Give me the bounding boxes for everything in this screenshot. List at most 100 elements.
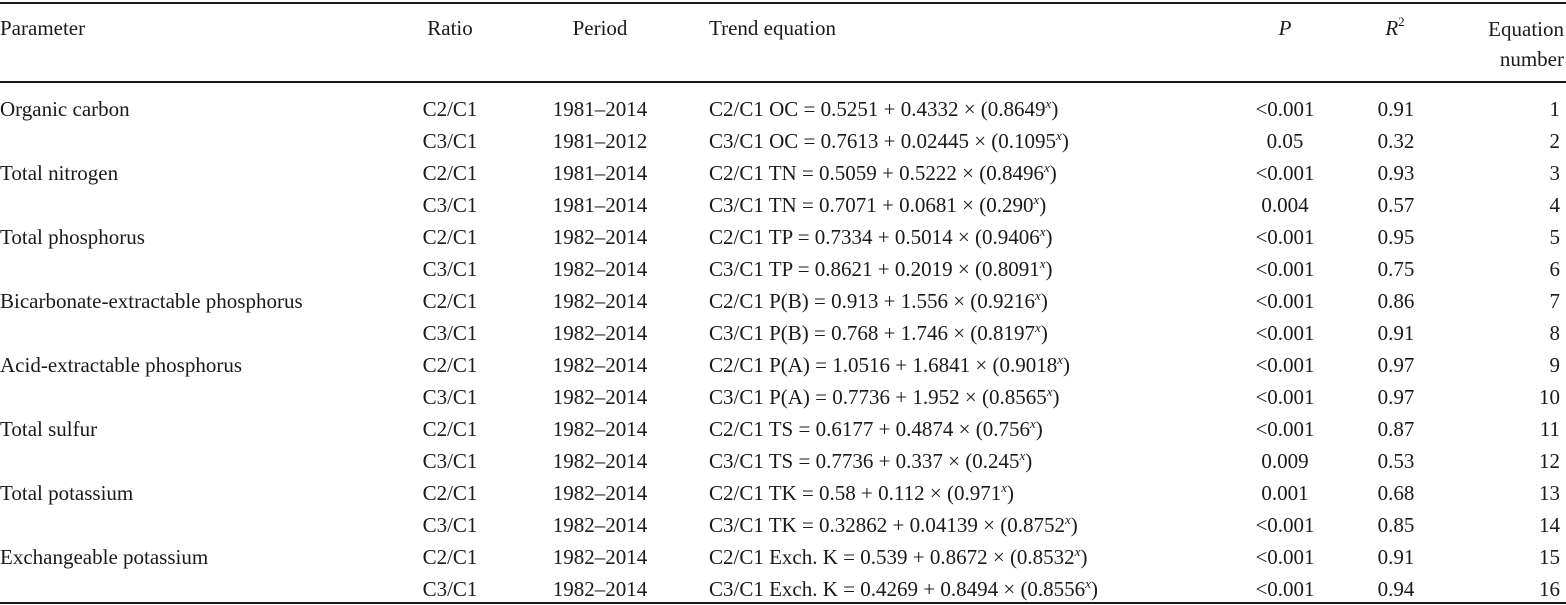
trend-equation-cell: C3/C1 Exch. K = 0.4269 + 0.8494 × (0.855… [709,573,1098,605]
equation-text: C3/C1 P(A) = 0.7736 + 1.952 × (0.8565 [709,385,1047,409]
ratio-cell: C2/C1 [422,481,478,505]
ratio-cell: C2/C1 [422,353,478,377]
table-row: Total phosphorus C2/C1 1982–2014 <0.001 0.95… [0,221,1566,253]
table-row: C3/C1 1982–2014 <0.001 0.94 16 C3/C1 Exch. K … [0,573,1566,605]
period-cell: 1982–2014 [552,385,648,409]
p-value-cell: 0.009 [1261,449,1309,473]
equation-text: C2/C1 P(A) = 1.0516 + 1.6841 × (0.9018 [709,353,1058,377]
equation-text: C2/C1 Exch. K = 0.539 + 0.8672 × (0.8532 [709,545,1075,569]
table-body: Organic carbon C2/C1 1981–2014 <0.001 0.91 1 C… [0,93,1566,605]
equation-close-paren: ) [1007,481,1014,505]
p-value-cell: <0.001 [1255,321,1315,345]
parameter-cell: Total phosphorus [0,225,145,249]
equation-exponent: x [1039,224,1046,239]
table-row: Total sulfur C2/C1 1982–2014 <0.001 0.87 11 C2… [0,413,1566,445]
table-row: Exchangeable potassium C2/C1 1982–2014 <0.0… [0,541,1566,573]
equation-number-cell: 12 [1539,449,1560,473]
table-row: C3/C1 1981–2012 0.05 0.32 2 C3/C1 OC = 0.7613… [0,125,1566,157]
equation-close-paren: ) [1070,513,1078,537]
period-cell: 1982–2014 [552,417,648,441]
table-row: Acid-extractable phosphorus C2/C1 1982–201… [0,349,1566,381]
p-value-cell: <0.001 [1255,353,1315,377]
trend-equation-cell: C2/C1 P(A) = 1.0516 + 1.6841 × (0.9018x) [709,349,1070,381]
equation-close-paren: ) [1061,129,1069,153]
equation-text: C2/C1 TN = 0.5059 + 0.5222 × (0.8496 [709,161,1044,185]
period-cell: 1982–2014 [552,289,648,313]
r-squared-cell: 0.57 [1377,193,1415,217]
table-row: C3/C1 1982–2014 <0.001 0.85 14 C3/C1 TK = 0.3… [0,509,1566,541]
equation-number-cell: 2 [1549,129,1561,153]
equation-close-paren: ) [1051,97,1059,121]
trend-equation-cell: C3/C1 P(B) = 0.768 + 1.746 × (0.8197x) [709,317,1048,349]
ratio-cell: C3/C1 [422,385,478,409]
r-squared-cell: 0.97 [1377,353,1415,377]
p-value-cell: 0.004 [1261,193,1309,217]
equation-number-cell: 7 [1549,289,1561,313]
equation-number-cell: 1 [1549,97,1561,121]
equation-number-cell: 8 [1549,321,1561,345]
equation-close-paren: ) [1052,385,1060,409]
parameter-cell: Organic carbon [0,97,130,121]
header-parameter: Parameter [0,16,86,40]
r-squared-cell: 0.97 [1377,385,1415,409]
period-cell: 1982–2014 [552,353,648,377]
equation-close-paren: ) [1040,289,1048,313]
p-value-cell: <0.001 [1255,97,1315,121]
equation-text: C2/C1 TS = 0.6177 + 0.4874 × (0.756 [709,417,1030,441]
table-row: C3/C1 1982–2014 <0.001 0.75 6 C3/C1 TP = 0.86… [0,253,1566,285]
equation-number-cell: 11 [1539,417,1560,441]
equation-number-cell: 5 [1549,225,1561,249]
period-cell: 1981–2014 [552,97,648,121]
period-cell: 1982–2014 [552,513,648,537]
table-row: Organic carbon C2/C1 1981–2014 <0.001 0.91 1 C… [0,93,1566,125]
equation-exponent: x [1001,480,1007,495]
period-cell: 1982–2014 [552,321,648,345]
trend-equation-cell: C3/C1 OC = 0.7613 + 0.02445 × (0.1095x) [709,125,1069,157]
period-cell: 1982–2014 [552,577,648,601]
p-value-cell: <0.001 [1255,417,1315,441]
period-cell: 1982–2014 [552,225,648,249]
equation-close-paren: ) [1040,321,1048,345]
p-value-cell: <0.001 [1255,161,1315,185]
equation-exponent: x [1074,544,1081,559]
header-r-superscript: 2 [1398,14,1405,29]
trend-equation-cell: C2/C1 OC = 0.5251 + 0.4332 × (0.8649x) [709,93,1058,125]
header-period: Period [572,16,628,40]
table-top-rule [0,2,1566,4]
equation-text: C2/C1 TP = 0.7334 + 0.5014 × (0.9406 [709,225,1040,249]
ratio-cell: C3/C1 [422,577,478,601]
equation-exponent: x [1030,416,1036,431]
equation-exponent: x [1033,192,1040,207]
r-squared-cell: 0.32 [1377,129,1415,153]
trend-equation-cell: C2/C1 TS = 0.6177 + 0.4874 × (0.756x) [709,413,1043,445]
p-value-cell: <0.001 [1255,385,1315,409]
ratio-cell: C2/C1 [422,417,478,441]
equation-close-paren: ) [1035,417,1043,441]
p-value-cell: 0.001 [1261,481,1309,505]
table-row: Total potassium C2/C1 1982–2014 0.001 0.68 13… [0,477,1566,509]
trend-equation-cell: C2/C1 TN = 0.5059 + 0.5222 × (0.8496x) [709,157,1057,189]
equation-exponent: x [1019,448,1026,463]
equation-text: C2/C1 TK = 0.58 + 0.112 × (0.971 [709,481,1002,505]
equation-text: C2/C1 OC = 0.5251 + 0.4332 × (0.8649 [709,97,1046,121]
equation-exponent: x [1045,96,1052,111]
trend-equation-cell: C2/C1 TP = 0.7334 + 0.5014 × (0.9406x) [709,221,1053,253]
p-value-cell: <0.001 [1255,225,1315,249]
r-squared-cell: 0.75 [1377,257,1415,281]
p-value-cell: <0.001 [1255,289,1315,313]
header-r-squared: R2 [1355,14,1435,42]
equation-text: C3/C1 P(B) = 0.768 + 1.746 × (0.8197 [709,321,1036,345]
p-value-cell: <0.001 [1255,257,1315,281]
ratio-cell: C3/C1 [422,129,478,153]
parameter-cell: Bicarbonate-extractable phosphorus [0,289,303,313]
equation-number-cell: 3 [1549,161,1561,185]
equation-text: C3/C1 TS = 0.7736 + 0.337 × (0.245 [709,449,1020,473]
equation-number-cell: 16 [1539,577,1560,601]
ratio-cell: C2/C1 [422,97,478,121]
table-row: C3/C1 1982–2014 <0.001 0.97 10 C3/C1 P(A) = 0… [0,381,1566,413]
equation-close-paren: ) [1049,161,1057,185]
r-squared-cell: 0.87 [1377,417,1415,441]
parameter-cell: Total potassium [0,481,134,505]
table-row: Total nitrogen C2/C1 1981–2014 <0.001 0.93 3 C… [0,157,1566,189]
r-squared-cell: 0.95 [1377,225,1415,249]
